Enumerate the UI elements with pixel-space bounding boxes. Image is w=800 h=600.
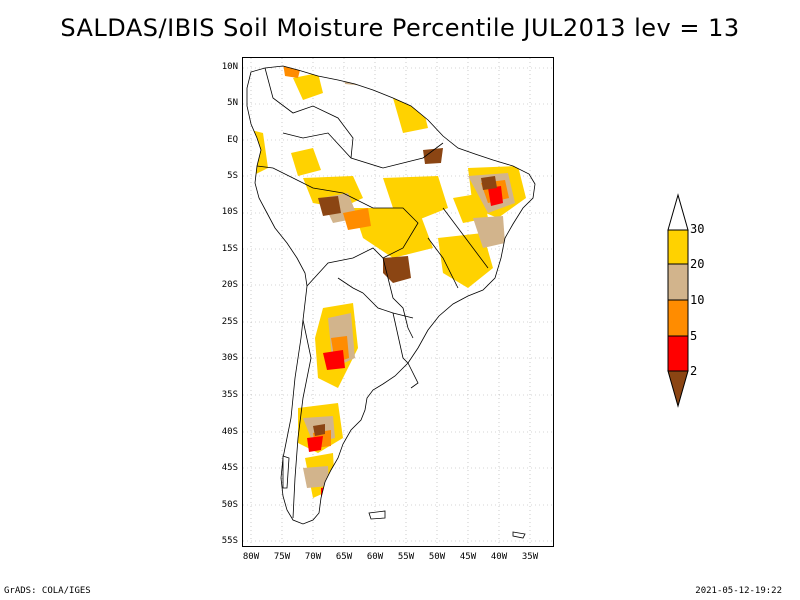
lat-label-25s: 25S xyxy=(221,317,238,327)
legend-swatch-above30 xyxy=(667,193,689,231)
legend-colorbar xyxy=(667,193,689,408)
lat-label-20s: 20S xyxy=(221,280,238,290)
legend-label-30: 30 xyxy=(690,222,705,236)
lat-label-35s: 35S xyxy=(221,390,238,400)
legend-swatch-5-10 xyxy=(667,299,689,337)
lon-label-80w: 80W xyxy=(242,552,260,562)
legend-swatch-10-20 xyxy=(667,263,689,301)
lon-label-35w: 35W xyxy=(521,552,539,562)
lon-label-65w: 65W xyxy=(335,552,353,562)
lat-label-10n: 10N xyxy=(221,62,238,72)
lat-label-eq: EQ xyxy=(227,135,238,145)
lon-label-60w: 60W xyxy=(366,552,384,562)
percentile-shading xyxy=(247,66,526,500)
legend-swatch-below2 xyxy=(667,370,689,408)
lat-label-30s: 30S xyxy=(221,353,238,363)
legend-swatch-2-5 xyxy=(667,335,689,372)
lat-label-5s: 5S xyxy=(227,171,238,181)
grid-lines xyxy=(243,58,553,546)
islands xyxy=(282,455,526,539)
legend-label-2: 2 xyxy=(690,364,698,378)
footer-credit: GrADS: COLA/IGES xyxy=(4,586,91,596)
lat-label-15s: 15S xyxy=(221,244,238,254)
lat-label-10s: 10S xyxy=(221,207,238,217)
map-title: SALDAS/IBIS Soil Moisture Percentile JUL… xyxy=(60,14,740,42)
lon-label-70w: 70W xyxy=(304,552,322,562)
lon-label-55w: 55W xyxy=(397,552,415,562)
lat-label-55s: 55S xyxy=(221,536,238,546)
legend-label-10: 10 xyxy=(690,293,705,307)
lat-label-50s: 50S xyxy=(221,500,238,510)
legend-swatch-20-30 xyxy=(667,229,689,265)
lon-label-75w: 75W xyxy=(273,552,291,562)
map-plot xyxy=(243,58,553,546)
legend-label-20: 20 xyxy=(690,257,705,271)
lon-label-50w: 50W xyxy=(428,552,446,562)
footer-timestamp: 2021-05-12-19:22 xyxy=(695,586,782,596)
map-frame xyxy=(242,57,554,547)
lon-label-40w: 40W xyxy=(490,552,508,562)
legend-label-5: 5 xyxy=(690,329,698,343)
lat-label-40s: 40S xyxy=(221,427,238,437)
legend: 30 20 10 5 2 xyxy=(660,190,740,420)
lat-label-5n: 5N xyxy=(227,98,238,108)
country-borders xyxy=(246,65,536,525)
lon-label-45w: 45W xyxy=(459,552,477,562)
lat-label-45s: 45S xyxy=(221,463,238,473)
